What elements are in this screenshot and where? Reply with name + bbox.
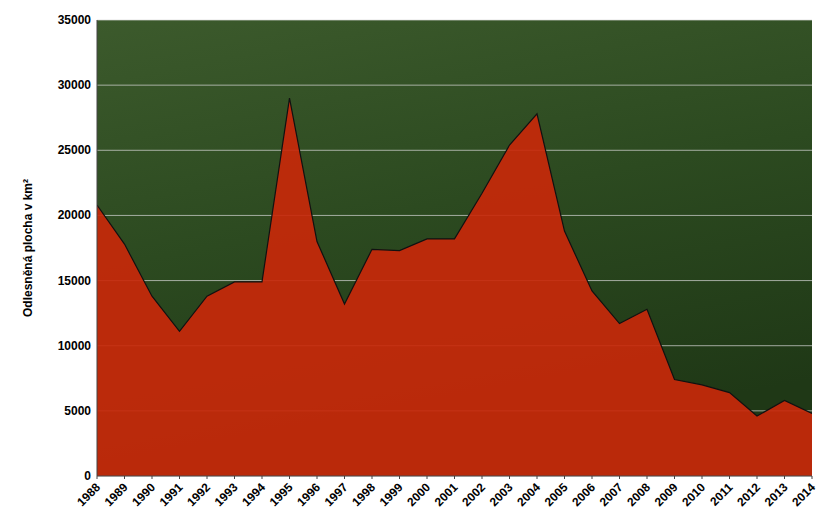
x-tick [124, 476, 125, 479]
x-tick [289, 476, 290, 479]
x-tick-label: 2005 [542, 480, 571, 509]
x-tick-label: 2009 [652, 480, 681, 509]
x-tick [674, 476, 675, 479]
x-tick-label: 2010 [679, 480, 708, 509]
x-tick [454, 476, 455, 479]
grid-line [97, 150, 812, 151]
x-tick [317, 476, 318, 479]
x-tick-label: 1990 [129, 480, 158, 509]
plot-area [97, 98, 812, 476]
y-tick-label: 30000 [58, 78, 92, 92]
x-tick-label: 2014 [789, 480, 818, 509]
chart-container: 0500010000150002000025000300003500019881… [0, 0, 822, 523]
grid-line [97, 20, 812, 21]
y-tick-label: 35000 [58, 13, 92, 27]
x-tick-label: 1997 [322, 480, 351, 509]
x-tick-label: 2008 [624, 480, 653, 509]
x-tick-label: 2007 [597, 480, 626, 509]
x-tick [372, 476, 373, 479]
x-tick-label: 2001 [432, 480, 461, 509]
x-tick-label: 1994 [239, 480, 268, 509]
x-tick [784, 476, 785, 479]
x-tick-label: 1996 [294, 480, 323, 509]
y-tick-label: 20000 [58, 208, 92, 222]
x-tick-label: 1991 [157, 480, 186, 509]
x-tick-label: 1993 [212, 480, 241, 509]
x-tick [179, 476, 180, 479]
x-tick [262, 476, 263, 479]
x-tick [702, 476, 703, 479]
grid-line [97, 215, 812, 216]
x-tick-label: 1989 [102, 480, 131, 509]
area-fill [97, 98, 812, 476]
x-tick [564, 476, 565, 479]
x-tick [592, 476, 593, 479]
x-tick-label: 1992 [184, 480, 213, 509]
x-tick [427, 476, 428, 479]
y-tick-label: 5000 [64, 404, 91, 418]
x-tick [812, 476, 813, 479]
x-tick-label: 1988 [74, 480, 103, 509]
y-axis-line [97, 20, 98, 476]
x-tick [234, 476, 235, 479]
x-tick-label: 2006 [569, 480, 598, 509]
x-tick-label: 1995 [267, 480, 296, 509]
chart-svg: 0500010000150002000025000300003500019881… [0, 0, 822, 523]
x-tick [152, 476, 153, 479]
area-outline [97, 98, 812, 416]
x-tick-label: 2012 [734, 480, 763, 509]
x-tick [537, 476, 538, 479]
x-tick-label: 2000 [404, 480, 433, 509]
x-tick [619, 476, 620, 479]
x-tick [344, 476, 345, 479]
x-tick-label: 2011 [707, 480, 736, 509]
plot-background [97, 20, 812, 476]
x-tick [399, 476, 400, 479]
y-axis-title: Odlesněná plocha v km² [21, 179, 35, 317]
x-tick-label: 1998 [349, 480, 378, 509]
x-tick-label: 2013 [762, 480, 791, 509]
x-tick [207, 476, 208, 479]
x-tick [647, 476, 648, 479]
x-tick [482, 476, 483, 479]
y-tick-label: 10000 [58, 339, 92, 353]
x-tick [97, 476, 98, 479]
y-tick-label: 15000 [58, 274, 92, 288]
x-tick-label: 2002 [459, 480, 488, 509]
x-tick [509, 476, 510, 479]
y-tick-label: 0 [84, 469, 91, 483]
x-tick [757, 476, 758, 479]
y-tick-label: 25000 [58, 143, 92, 157]
x-tick [729, 476, 730, 479]
x-tick-label: 2004 [514, 480, 543, 509]
x-tick-label: 1999 [377, 480, 406, 509]
x-tick-label: 2003 [487, 480, 516, 509]
grid-line [97, 85, 812, 86]
